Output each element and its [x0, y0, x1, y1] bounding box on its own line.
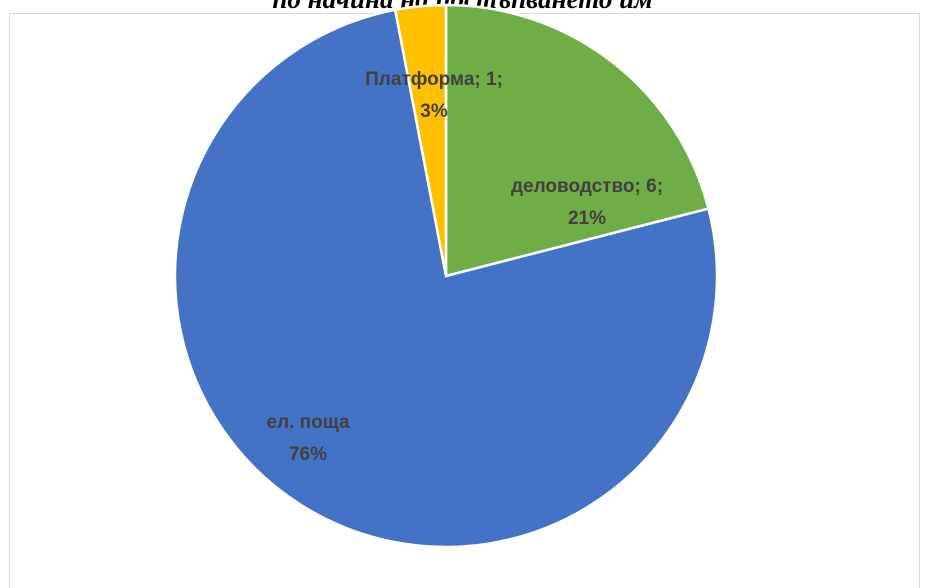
pie-slice-0 — [444, 3, 711, 278]
slice-label-2: Платформа; 1; 3% — [365, 69, 503, 122]
pie-slice-2 — [393, 3, 448, 277]
slice-label-0: деловодство; 6; 21% — [511, 176, 663, 229]
slice-label-1: ел. поща 76% — [266, 412, 350, 465]
pie-slice-1 — [173, 8, 719, 549]
